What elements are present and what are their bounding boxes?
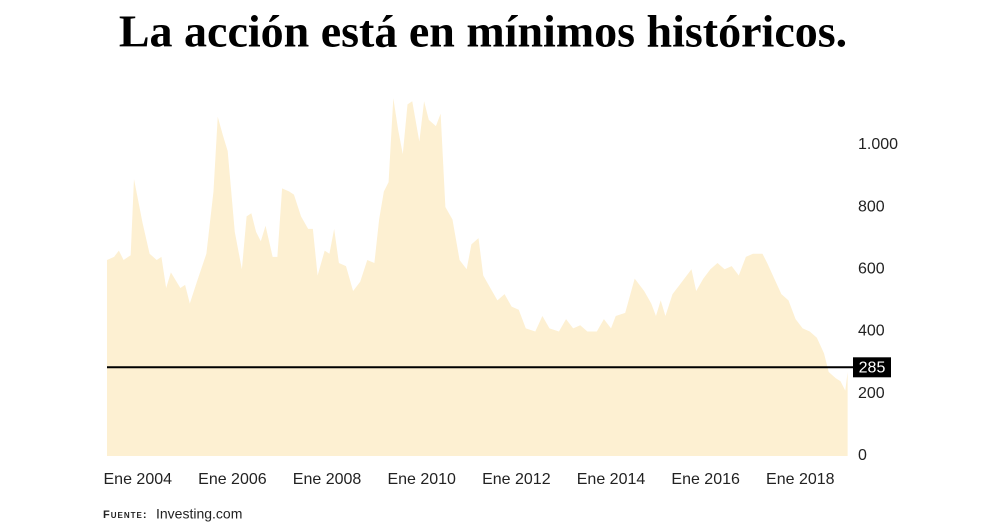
x-tick-label: Ene 2014 — [577, 471, 646, 488]
y-tick-label: 1.000 — [858, 136, 898, 153]
reference-label-box — [853, 357, 891, 378]
source: Investing.com — [156, 506, 242, 522]
chart-title: La acción está en mínimos históricos. — [119, 6, 847, 57]
reference-label: 285 — [859, 360, 886, 377]
source-label: Fuente: — [103, 509, 148, 521]
area — [107, 98, 848, 457]
x-tick-label: Ene 2004 — [104, 471, 173, 488]
x-tick-label: Ene 2012 — [482, 471, 551, 488]
x-tick-label: Ene 2018 — [766, 471, 835, 488]
y-tick-label: 400 — [858, 323, 885, 340]
y-tick-label: 800 — [858, 198, 885, 215]
y-tick-label: 600 — [858, 260, 885, 277]
y-tick-label: 0 — [858, 447, 867, 464]
x-tick-label: Ene 2010 — [387, 471, 456, 488]
x-tick-label: Ene 2008 — [293, 471, 362, 488]
x-tick-label: Ene 2006 — [198, 471, 267, 488]
y-tick-label: 200 — [858, 385, 885, 402]
x-tick-label: Ene 2016 — [671, 471, 740, 488]
